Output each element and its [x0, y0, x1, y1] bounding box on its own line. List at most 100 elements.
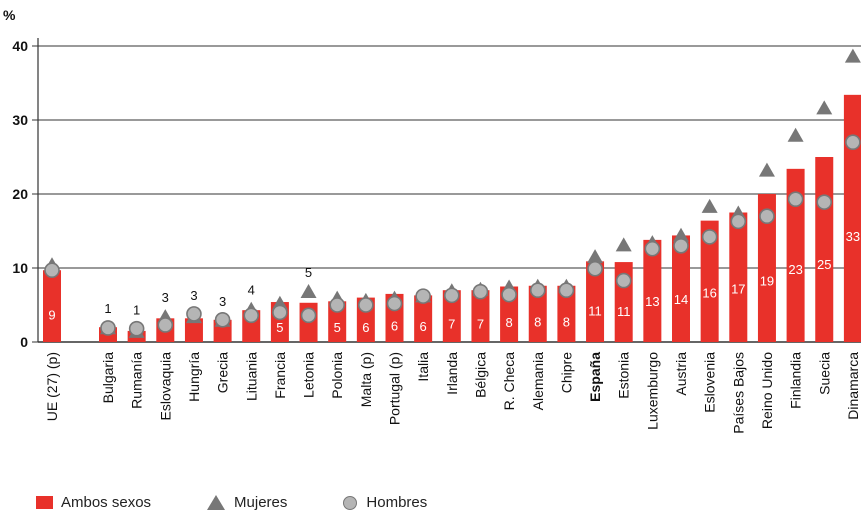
legend-label: Mujeres — [234, 494, 288, 511]
x-tick-label: Alemania — [530, 352, 546, 411]
data-label: 6 — [391, 318, 398, 333]
bar — [528, 285, 547, 342]
data-label: 8 — [563, 315, 570, 330]
x-tick-label: Chipre — [558, 352, 574, 393]
x-tick-label: R. Checa — [501, 352, 517, 411]
data-label: 6 — [420, 319, 427, 334]
data-label: 25 — [817, 257, 831, 272]
triangle-marker — [758, 162, 775, 177]
bar — [643, 239, 662, 342]
triangle-icon — [207, 495, 226, 510]
x-tick-label: Francia — [272, 352, 288, 399]
x-tick-label: Austria — [673, 352, 689, 396]
bar — [328, 301, 347, 342]
circle-marker — [100, 320, 116, 336]
triangle-marker — [701, 198, 718, 213]
bar — [43, 270, 61, 342]
triangle-marker — [816, 100, 833, 115]
y-axis-label: % — [3, 7, 16, 23]
y-tick-label: 30 — [12, 112, 28, 128]
circle-marker — [386, 295, 403, 312]
circle-marker — [673, 238, 689, 254]
circle-marker — [243, 307, 260, 324]
data-label: 14 — [674, 292, 688, 307]
x-tick-label: Rumanía — [129, 352, 145, 409]
bar — [757, 194, 776, 342]
triangle-marker — [844, 48, 861, 63]
circle-marker — [501, 286, 517, 303]
data-label: 7 — [477, 317, 484, 332]
x-tick-label: Eslovenia — [702, 352, 718, 413]
triangle-marker — [673, 227, 689, 242]
legend-item-ambos: Ambos sexos — [36, 494, 151, 511]
circle-marker — [415, 288, 431, 304]
data-label: 16 — [702, 285, 716, 300]
x-tick-label: Polonia — [329, 352, 345, 399]
data-label: 9 — [48, 308, 55, 323]
data-label: 5 — [305, 265, 312, 280]
y-tick-label: 10 — [12, 260, 28, 276]
triangle-marker — [787, 127, 804, 142]
bar — [672, 235, 690, 342]
circle-marker — [472, 283, 489, 300]
circle-marker — [300, 307, 317, 324]
x-tick-label: Luxemburgo — [644, 352, 660, 430]
triangle-marker — [587, 249, 604, 264]
bar — [729, 212, 748, 342]
circle-marker — [730, 213, 747, 230]
circle-icon — [343, 495, 358, 510]
bar — [700, 220, 719, 342]
x-tick-label: Bélgica — [472, 352, 488, 398]
data-label: 4 — [248, 283, 255, 298]
x-tick-label: Hungría — [186, 352, 202, 402]
legend-item-mujeres: Mujeres — [207, 494, 287, 511]
bar — [815, 157, 834, 342]
y-tick-label: 20 — [12, 186, 28, 202]
legend-label: Ambos sexos — [61, 494, 152, 511]
x-tick-label: Países Bajos — [730, 352, 746, 434]
legend: Ambos sexos Mujeres Hombres — [36, 494, 483, 511]
x-tick-label: Grecia — [215, 352, 231, 393]
triangle-marker — [615, 237, 632, 252]
x-tick-label: UE (27) (p) — [44, 352, 60, 421]
circle-marker — [701, 229, 718, 245]
data-label: 3 — [219, 294, 226, 309]
circle-marker — [272, 304, 288, 321]
data-label: 3 — [190, 288, 197, 303]
y-tick-label: 40 — [12, 38, 28, 54]
data-label: 23 — [788, 262, 802, 277]
circle-marker — [615, 272, 632, 289]
bar — [843, 94, 861, 342]
bar — [471, 290, 490, 342]
circle-marker — [128, 320, 145, 337]
data-label: 8 — [505, 315, 512, 330]
y-tick-label: 0 — [20, 334, 28, 350]
data-label: 33 — [846, 229, 860, 244]
triangle-marker — [300, 283, 317, 298]
data-label: 1 — [104, 301, 111, 316]
legend-item-hombres: Hombres — [343, 494, 427, 511]
bar — [414, 295, 433, 342]
data-label: 8 — [534, 315, 541, 330]
data-label: 11 — [617, 304, 631, 319]
circle-marker — [845, 134, 861, 150]
legend-swatch-bar — [36, 496, 53, 509]
data-label: 3 — [162, 290, 169, 305]
x-tick-label: Irlanda — [444, 352, 460, 395]
circle-marker — [816, 194, 833, 210]
x-tick-label: Reino Unido — [759, 352, 775, 429]
bar — [586, 261, 605, 342]
x-tick-label: Finlandia — [788, 352, 804, 409]
x-tick-label: Eslovaquia — [157, 352, 173, 421]
bar-chart: % 0 10 20 30 40 9 UE (27) (p) 1 Bulgaria 1 Rumaní… — [3, 7, 861, 434]
x-tick-label: Italia — [415, 352, 431, 382]
circle-marker — [644, 240, 661, 257]
data-label: 13 — [645, 294, 659, 309]
circle-marker — [358, 297, 374, 313]
legend-label: Hombres — [366, 494, 428, 511]
bar — [557, 285, 576, 342]
circle-marker — [44, 262, 60, 279]
circle-marker — [443, 287, 460, 304]
x-tick-label: Estonia — [616, 352, 632, 399]
circle-marker — [558, 282, 575, 299]
